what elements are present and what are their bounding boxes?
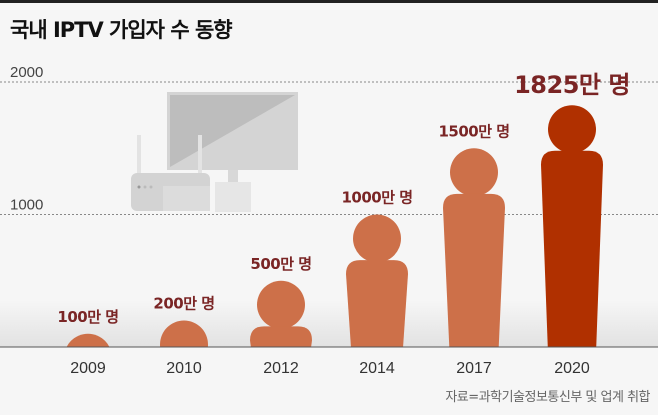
person-figure-2020 bbox=[541, 105, 603, 347]
person-figure-2010 bbox=[160, 320, 208, 347]
person-figure-2009 bbox=[57, 333, 119, 407]
person-figure-2012 bbox=[250, 280, 312, 347]
figure-head bbox=[450, 148, 498, 197]
figure-head bbox=[160, 320, 208, 347]
x-tick-label: 2010 bbox=[166, 360, 202, 377]
figure-head bbox=[353, 214, 401, 263]
source-note: 자료=과학기술정보통신부 및 업계 취합 bbox=[445, 390, 650, 405]
figure-head bbox=[257, 280, 305, 329]
y-tick-label: 2000 bbox=[10, 64, 43, 81]
person-figure-2014 bbox=[346, 214, 408, 347]
data-label: 200만 명 bbox=[153, 295, 214, 313]
data-label: 1825만 명 bbox=[514, 71, 630, 99]
figure-body bbox=[541, 150, 603, 347]
data-label: 1500만 명 bbox=[438, 122, 509, 140]
figure-body bbox=[250, 326, 312, 347]
top-rule bbox=[0, 0, 658, 3]
figure-body bbox=[57, 379, 119, 407]
figure-body bbox=[443, 193, 505, 347]
figure-head bbox=[548, 105, 596, 154]
x-tick-label: 2012 bbox=[263, 360, 299, 377]
y-tick-label: 1000 bbox=[10, 197, 43, 214]
person-figure-2017 bbox=[443, 148, 505, 347]
figure-head bbox=[66, 333, 110, 347]
chart-title: 국내 IPTV 가입자 수 동향 bbox=[10, 18, 233, 42]
data-label: 1000만 명 bbox=[341, 189, 412, 207]
tv-router-illustration bbox=[131, 92, 298, 212]
data-label: 500만 명 bbox=[250, 255, 311, 273]
x-tick-label: 2014 bbox=[359, 360, 395, 377]
x-tick-label: 2020 bbox=[554, 360, 590, 377]
x-tick-label: 2009 bbox=[70, 360, 106, 377]
data-label: 100만 명 bbox=[57, 308, 118, 326]
x-tick-label: 2017 bbox=[456, 360, 492, 377]
figure-body bbox=[346, 260, 408, 347]
